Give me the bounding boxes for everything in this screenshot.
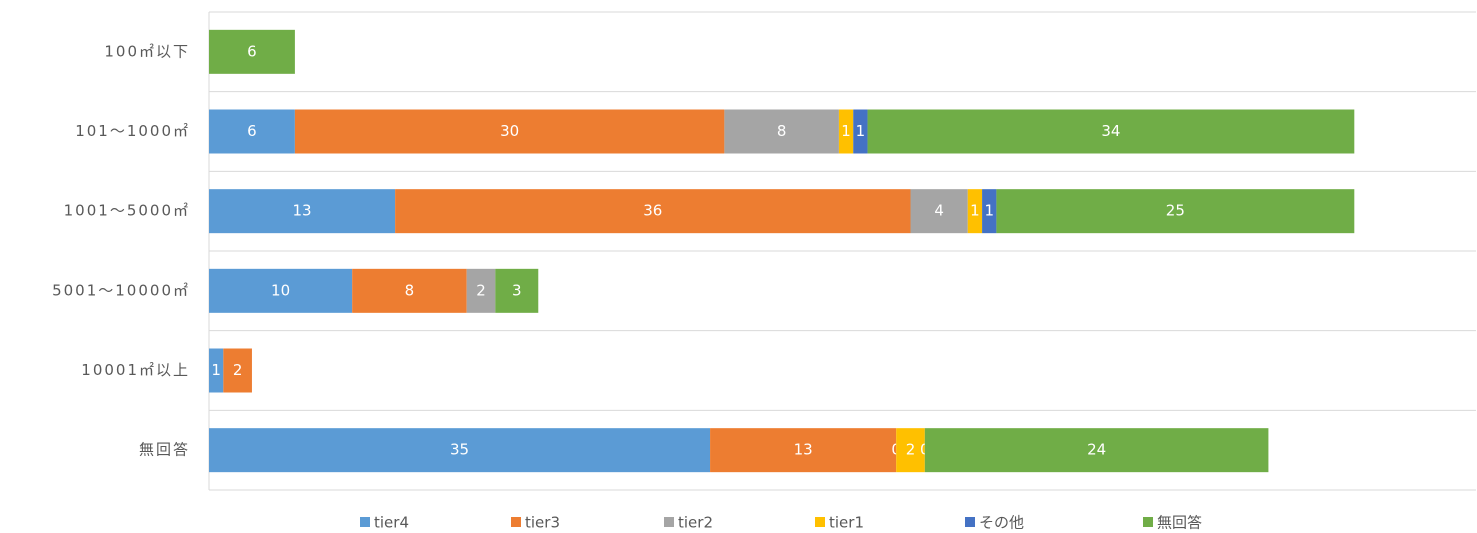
bar-segment <box>294 109 725 154</box>
legend-swatch <box>511 517 521 527</box>
bar-segment <box>853 109 868 154</box>
bar-segment <box>209 189 396 234</box>
bar-segment <box>982 189 997 234</box>
bar-segment <box>924 428 1269 473</box>
bar-segment <box>967 189 983 234</box>
bar-segment <box>896 428 925 473</box>
legend-swatch <box>1143 517 1153 527</box>
data-label: 1 <box>856 122 866 140</box>
legend-label: tier2 <box>678 514 713 532</box>
data-label: 4 <box>934 202 944 220</box>
legend-label: 無回答 <box>1157 514 1202 532</box>
legend-swatch <box>360 517 370 527</box>
data-label: 8 <box>777 122 787 140</box>
data-label: 8 <box>405 281 415 299</box>
bar-segment <box>724 109 839 154</box>
bar-segment <box>867 109 1355 154</box>
bar-segment <box>395 189 911 234</box>
legend-label: tier4 <box>374 514 409 532</box>
legend-label: tier1 <box>829 514 864 532</box>
data-label: 3 <box>512 281 522 299</box>
data-label: 10 <box>271 281 290 299</box>
bar-segment <box>209 348 224 393</box>
data-label: 1 <box>211 361 221 379</box>
data-label: 13 <box>293 202 312 220</box>
bar-segment <box>710 428 897 473</box>
legend-swatch <box>664 517 674 527</box>
data-label: 1 <box>970 202 980 220</box>
bar-segment <box>209 428 711 473</box>
bar-segment <box>910 189 968 234</box>
category-label: 5001～10000㎡ <box>52 281 190 299</box>
category-label: 1001～5000㎡ <box>64 202 190 220</box>
bar-segment <box>495 268 539 313</box>
data-label: 6 <box>247 42 257 60</box>
bar-segment <box>838 109 854 154</box>
category-label: 無回答 <box>139 441 190 459</box>
data-label: 2 <box>476 281 486 299</box>
bar-segment <box>209 109 295 154</box>
data-label: 25 <box>1166 202 1185 220</box>
bar-segment <box>352 268 467 313</box>
data-label: 35 <box>450 441 469 459</box>
data-label: 1 <box>841 122 851 140</box>
data-label: 2 <box>233 361 243 379</box>
data-label: 36 <box>643 202 662 220</box>
legend-swatch <box>815 517 825 527</box>
legend-label: tier3 <box>525 514 560 532</box>
bar-segment <box>209 268 353 313</box>
data-label: 1 <box>984 202 994 220</box>
data-label: 34 <box>1101 122 1120 140</box>
legend-label: その他 <box>979 514 1024 532</box>
data-label: 2 <box>906 441 916 459</box>
bar-segment <box>466 268 496 313</box>
bar-segment <box>223 348 252 393</box>
data-label: 30 <box>500 122 519 140</box>
data-label: 24 <box>1087 441 1106 459</box>
category-label: 10001㎡以上 <box>81 361 190 379</box>
category-label: 101～1000㎡ <box>75 122 190 140</box>
data-label: 6 <box>247 122 257 140</box>
data-label: 13 <box>794 441 813 459</box>
category-label: 100㎡以下 <box>104 42 190 60</box>
bar-segment <box>996 189 1355 234</box>
legend-swatch <box>965 517 975 527</box>
bar-segment <box>209 29 295 74</box>
